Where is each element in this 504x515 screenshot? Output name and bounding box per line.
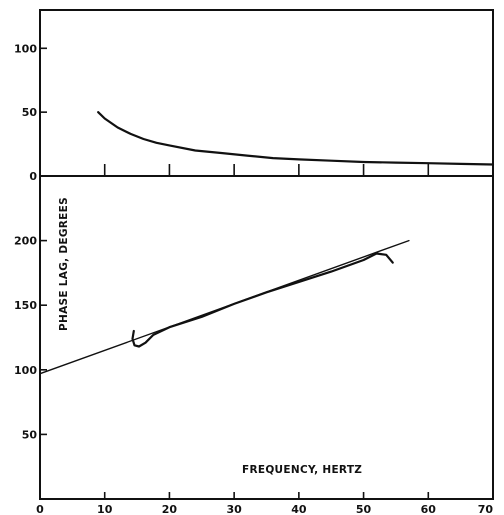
bot-x-tick-label: 0	[36, 503, 44, 515]
bot-x-tick-label: 40	[291, 503, 307, 515]
y-axis-label: PHASE LAG, DEGREES	[58, 197, 70, 331]
top-series-line-0	[97, 111, 495, 166]
bot-x-tick-label: 10	[97, 503, 113, 515]
bot-series-line-1	[131, 252, 394, 348]
bot-y-tick-label: 150	[14, 299, 37, 312]
bottom-x-ticks: 0 10 20 30 40 50 60 70	[36, 492, 493, 515]
bottom-series-group	[39, 239, 410, 375]
bot-y-tick-label: 50	[22, 428, 38, 441]
x-axis-label: FREQUENCY, HERTZ	[242, 464, 362, 476]
top-series-group	[97, 111, 495, 166]
bottom-panel-frame	[39, 175, 494, 500]
top-panel-frame	[39, 9, 494, 177]
bot-x-tick-label: 30	[226, 503, 242, 515]
bot-x-tick-label: 20	[162, 503, 178, 515]
top-panel: 0 50 100	[14, 9, 495, 183]
bot-x-tick-label: 60	[421, 503, 437, 515]
bottom-y-ticks: 50 100 150 200	[14, 235, 47, 441]
top-y-tick-label: 100	[14, 42, 37, 55]
bot-x-tick-label: 70	[478, 503, 494, 515]
bot-x-tick-label: 50	[356, 503, 372, 515]
top-y-ticks: 0 50 100	[14, 42, 47, 183]
top-y-tick-label: 50	[22, 106, 38, 119]
bottom-panel: 50 100 150 200 0 10 20 30 40 50 60 70 FREQUENCY, H…	[14, 175, 494, 515]
bot-y-tick-label: 200	[14, 235, 37, 248]
bot-y-tick-label: 100	[14, 364, 37, 377]
top-x-ticks	[103, 164, 430, 176]
top-y-tick-label: 0	[29, 170, 37, 183]
